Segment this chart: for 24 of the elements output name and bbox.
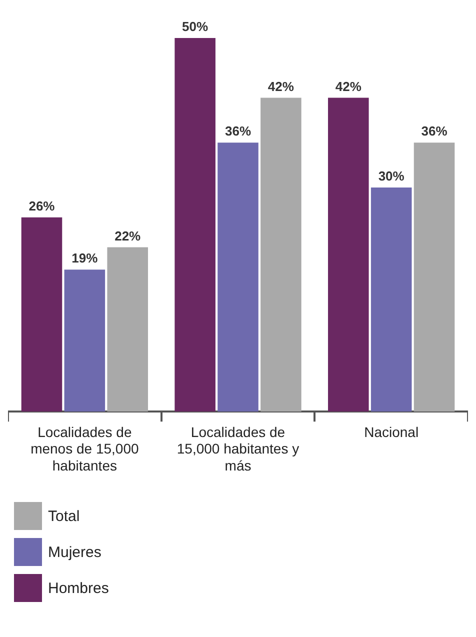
data-label: 22% — [114, 228, 142, 244]
bar — [414, 142, 455, 412]
data-label: 26% — [28, 198, 56, 214]
data-label: 42% — [335, 78, 362, 94]
bar — [218, 142, 258, 412]
bar — [107, 247, 148, 412]
bar — [260, 98, 302, 412]
x-tick-label: Nacional — [364, 424, 419, 440]
x-tick-label: Localidades de 15,000 habitantes y más — [176, 424, 300, 474]
bar — [64, 270, 106, 412]
data-label: 36% — [421, 124, 448, 139]
bar — [328, 98, 369, 412]
bar — [174, 38, 216, 412]
data-label: 50% — [182, 19, 209, 34]
data-label: 19% — [72, 250, 98, 266]
data-label: 42% — [268, 78, 294, 94]
legend-label: Total — [48, 508, 80, 524]
data-label: 36% — [224, 124, 252, 139]
legend-label: Mujeres — [48, 544, 102, 560]
bar — [21, 217, 62, 412]
data-label: 30% — [378, 168, 405, 184]
bar — [370, 187, 412, 412]
legend-label: Hombres — [48, 580, 109, 596]
x-tick-label: Localidades de menos de 15,000 habitantes — [30, 424, 139, 474]
